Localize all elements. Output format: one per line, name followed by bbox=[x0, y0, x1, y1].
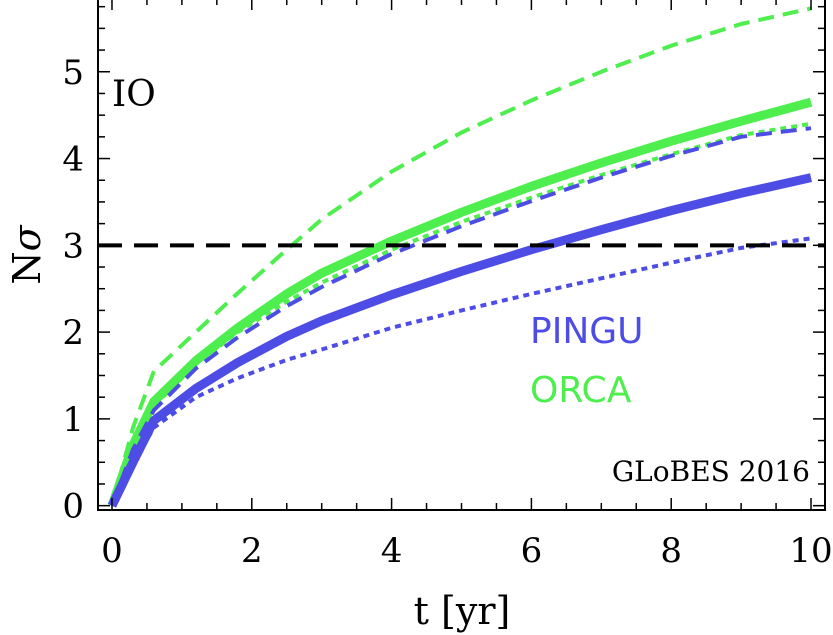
x-tick-label: 10 bbox=[789, 531, 832, 571]
y-tick-label: 5 bbox=[62, 53, 84, 93]
annotation-io-label: IO bbox=[112, 74, 156, 115]
x-tick-label: 0 bbox=[101, 531, 123, 571]
series-layer bbox=[107, 6, 813, 508]
y-tick-label: 3 bbox=[62, 226, 84, 266]
y-axis-title: Nσ bbox=[5, 224, 49, 284]
legend-orca-label: ORCA bbox=[530, 370, 632, 411]
series-line-pingu-solid bbox=[107, 173, 812, 508]
y-tick-label: 0 bbox=[62, 487, 84, 527]
credit-label: GLoBES 2016 bbox=[612, 455, 810, 488]
legend-pingu-label: PINGU bbox=[530, 311, 644, 352]
x-tick-label: 4 bbox=[381, 531, 403, 571]
y-tick-label: 4 bbox=[62, 140, 84, 180]
series-line-orca-solid bbox=[107, 97, 813, 508]
series-line-pingu-dotted bbox=[110, 236, 812, 507]
x-tick-label: 6 bbox=[521, 531, 543, 571]
series-line-orca-dotted bbox=[110, 121, 812, 507]
plot-frame bbox=[97, 0, 826, 511]
y-axis-title-main: N bbox=[5, 251, 49, 284]
y-axis-title-symbol: σ bbox=[5, 224, 49, 251]
ticks-layer: 0 2 4 6 8 10 0 1 2 3 4 5 bbox=[62, 0, 833, 571]
y-tick-label: 1 bbox=[62, 400, 84, 440]
y-tick-label: 2 bbox=[62, 313, 84, 353]
series-line-orca-dashed bbox=[110, 6, 812, 507]
x-tick-label: 8 bbox=[660, 531, 682, 571]
series-line-pingu-dashed bbox=[110, 126, 812, 507]
x-tick-label: 2 bbox=[241, 531, 263, 571]
x-axis-title: t [yr] bbox=[414, 589, 511, 633]
